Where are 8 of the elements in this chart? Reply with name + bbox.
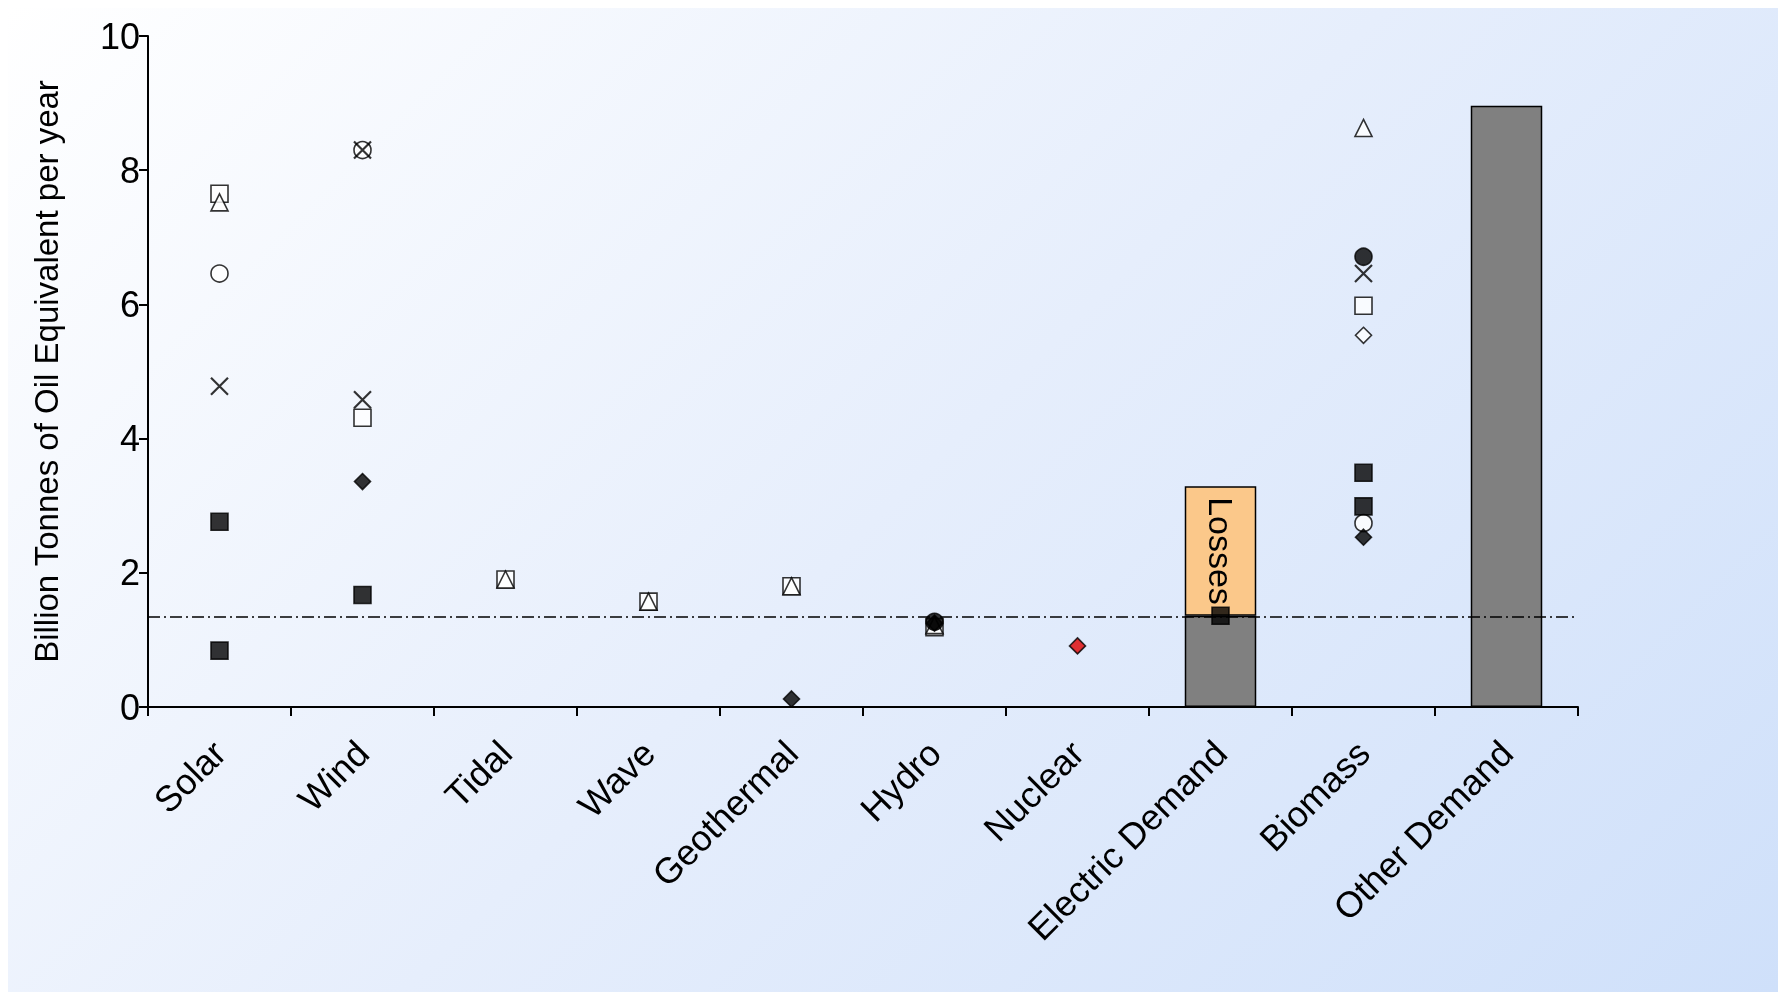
y-tick-label: 2 [119, 552, 140, 594]
y-tick-label: 6 [119, 283, 140, 325]
y-tick-label: 0 [119, 686, 140, 728]
data-label: Losses [1201, 497, 1240, 605]
y-tick-label: 4 [119, 418, 140, 460]
y-axis-title: Billion Tonnes of Oil Equivalent per year [28, 80, 65, 663]
y-tick-label: 10 [99, 15, 140, 57]
y-tick-label: 8 [119, 149, 140, 191]
